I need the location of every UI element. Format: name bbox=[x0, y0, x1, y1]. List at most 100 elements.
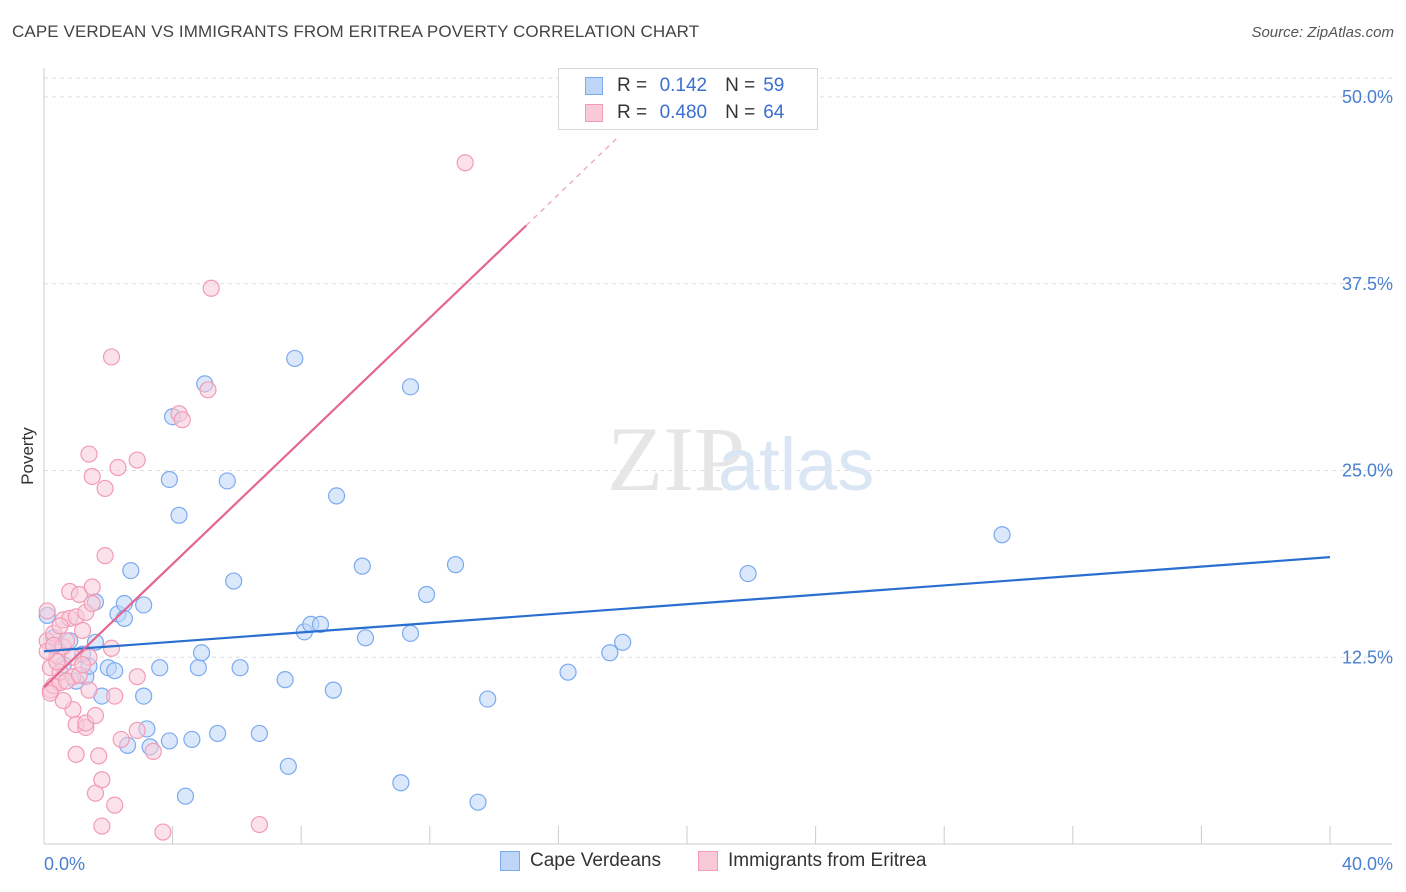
eritrea-point bbox=[102, 639, 121, 657]
eritrea-point bbox=[128, 668, 146, 686]
eritrea-trendline bbox=[43, 224, 528, 688]
cape-verdean-point bbox=[469, 793, 487, 811]
legend-r-value: 0.142 bbox=[659, 75, 708, 96]
cape-verdean-point bbox=[417, 585, 436, 604]
cape-verdean-point bbox=[192, 644, 211, 662]
legend-swatch-blue bbox=[585, 77, 603, 95]
watermark-zip: ZIP bbox=[607, 408, 745, 510]
cape-verdean-point bbox=[135, 596, 153, 614]
cape-verdean-point bbox=[614, 633, 632, 651]
eritrea-point bbox=[54, 691, 72, 710]
eritrea-point bbox=[250, 815, 269, 834]
chart-source: Source: ZipAtlas.com bbox=[1251, 24, 1394, 41]
cape-verdean-point bbox=[993, 526, 1011, 544]
legend-row-eritrea: R = 0.480 N = 64 bbox=[585, 100, 784, 126]
eritrea-point bbox=[80, 681, 98, 699]
legend-r-label: R = bbox=[617, 102, 648, 123]
cape-verdean-point bbox=[279, 757, 297, 775]
gridlines bbox=[44, 77, 1392, 658]
cape-verdean-point bbox=[218, 472, 236, 490]
eritrea-point bbox=[51, 617, 69, 635]
eritrea-trendline-extension bbox=[525, 138, 617, 226]
eritrea-point bbox=[80, 445, 98, 463]
cape-verdean-point bbox=[401, 378, 420, 396]
cape-verdean-point bbox=[160, 470, 178, 489]
legend-row-cape-verdeans: R = 0.142 N = 59 bbox=[585, 73, 784, 99]
eritrea-point bbox=[109, 458, 127, 477]
cape-verdean-point bbox=[209, 724, 227, 743]
eritrea-point bbox=[128, 721, 146, 740]
eritrea-point bbox=[202, 279, 220, 297]
eritrea-point bbox=[41, 684, 60, 702]
cape-verdean-point bbox=[276, 671, 294, 689]
cape-verdean-point bbox=[151, 659, 169, 677]
cape-verdean-point bbox=[231, 659, 249, 677]
cape-verdean-point bbox=[183, 730, 201, 749]
legend-r-label: R = bbox=[617, 75, 648, 96]
cape-verdean-point bbox=[170, 506, 188, 524]
cape-verdean-point bbox=[479, 690, 497, 708]
cape-verdean-point bbox=[115, 609, 133, 628]
bottom-legend-swatch-pink bbox=[698, 851, 718, 871]
cape-verdean-point bbox=[135, 687, 153, 705]
cape-verdean-point bbox=[601, 644, 619, 662]
legend-swatch-pink bbox=[585, 104, 603, 122]
eritrea-point bbox=[93, 771, 111, 789]
trend-lines bbox=[43, 138, 1331, 688]
cape-verdean-point bbox=[392, 774, 410, 792]
eritrea-point bbox=[90, 747, 108, 765]
eritrea-point bbox=[144, 742, 162, 760]
bottom-legend-swatch-blue bbox=[500, 851, 520, 871]
axes bbox=[43, 68, 1392, 845]
cape-verdean-point bbox=[739, 564, 757, 583]
cape-verdean-point bbox=[189, 659, 207, 677]
chart-title: CAPE VERDEAN VS IMMIGRANTS FROM ERITREA … bbox=[12, 22, 700, 41]
cape-verdean-point bbox=[225, 572, 243, 590]
cape-verdean-point bbox=[286, 349, 304, 368]
eritrea-point bbox=[83, 594, 101, 613]
cape-verdean-point bbox=[446, 556, 465, 574]
eritrea-point bbox=[83, 578, 101, 596]
eritrea-point bbox=[199, 381, 217, 399]
cape-verdean-point bbox=[559, 663, 577, 681]
y-tick-label: 25.0% bbox=[1342, 461, 1393, 481]
eritrea-point bbox=[38, 602, 56, 620]
legend-n-value: 64 bbox=[763, 102, 785, 123]
y-tick-label: 12.5% bbox=[1342, 647, 1393, 667]
eritrea-point bbox=[67, 745, 85, 763]
eritrea-point bbox=[173, 411, 191, 429]
bottom-legend-label: Immigrants from Eritrea bbox=[728, 850, 927, 871]
cape-verdean-point bbox=[327, 487, 346, 505]
eritrea-point bbox=[93, 817, 111, 835]
x-tick-label: 0.0% bbox=[44, 854, 85, 874]
cape-verdean-point bbox=[176, 787, 195, 805]
legend-n-label: N = bbox=[725, 75, 756, 96]
data-points bbox=[38, 154, 1011, 841]
eritrea-point bbox=[106, 687, 124, 705]
eritrea-point bbox=[106, 796, 124, 814]
stats-legend: R = 0.142 N = 59 R = 0.480 N = 64 bbox=[558, 68, 818, 130]
bottom-legend-label: Cape Verdeans bbox=[530, 850, 661, 871]
eritrea-point bbox=[456, 154, 474, 172]
eritrea-point bbox=[73, 656, 92, 674]
eritrea-point bbox=[112, 730, 130, 749]
cape-verdean-point bbox=[356, 629, 375, 647]
cape-verdean-point bbox=[401, 624, 420, 642]
eritrea-point bbox=[70, 585, 88, 604]
cape-verdean-point bbox=[324, 681, 342, 699]
legend-n-value: 59 bbox=[763, 75, 785, 96]
cape-verdean-point bbox=[353, 557, 371, 575]
eritrea-point bbox=[102, 348, 121, 366]
y-tick-label: 50.0% bbox=[1342, 87, 1393, 107]
watermark-atlas: atlas bbox=[718, 423, 874, 506]
x-tick-label: 40.0% bbox=[1342, 854, 1393, 874]
eritrea-point bbox=[73, 621, 92, 639]
eritrea-point bbox=[128, 451, 146, 469]
eritrea-point bbox=[86, 706, 105, 725]
cape-verdean-trendline bbox=[43, 556, 1331, 653]
eritrea-point bbox=[83, 467, 101, 486]
y-axis-label: Poverty bbox=[18, 427, 37, 485]
cape-verdean-point bbox=[160, 732, 178, 750]
cape-verdean-point bbox=[311, 615, 330, 633]
